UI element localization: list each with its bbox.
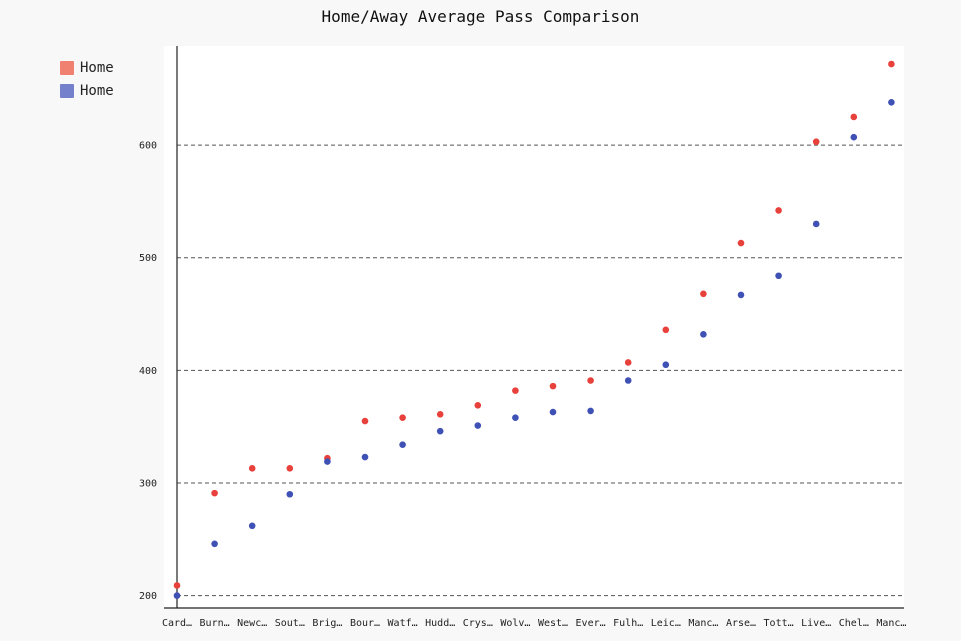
data-point [662,361,670,369]
data-point [211,540,218,548]
data-point [361,453,369,461]
data-point [850,133,858,141]
x-tick-label: Arse… [726,618,756,629]
x-tick-label: Ever… [576,618,606,629]
data-point [211,489,218,497]
data-point [624,359,632,366]
data-point [399,441,406,448]
y-tick-label: 600 [139,141,157,152]
data-point [436,427,444,435]
legend-swatch [60,83,74,98]
grid-lines [177,144,904,597]
data-point [700,290,707,298]
y-tick-label: 400 [139,366,157,377]
x-tick-label: Card… [162,618,192,629]
tick-labels: 200 300 400 500 600 Card… Burn… Newc… Sout… Brig…… [139,141,907,629]
x-tick-label: Live… [801,618,831,629]
x-tick-label: Chel… [839,618,869,629]
x-tick-label: Sout… [275,618,305,629]
legend-item[interactable]: Home [60,79,114,102]
data-point [474,422,482,429]
data-point [286,465,294,472]
data-point [173,592,181,599]
data-points [173,60,895,599]
x-tick-label: Brig… [312,618,342,629]
x-tick-label: Crys… [463,618,493,629]
chart-title: Home/Away Average Pass Comparison [321,7,640,26]
legend-label: Home [80,59,114,76]
data-point [324,458,331,465]
data-point [587,407,594,415]
data-point [173,582,181,589]
x-tick-label: Wolv… [500,618,530,629]
y-tick-label: 300 [139,478,157,489]
data-point [812,220,820,228]
data-point [512,414,519,421]
y-tick-label: 500 [139,253,157,264]
x-tick-label: Watf… [388,618,418,629]
y-tick-label: 200 [139,591,157,602]
x-tick-label: Tott… [764,618,794,629]
data-point [737,239,745,247]
x-tick-label: Bour… [350,618,380,629]
data-point [624,377,632,384]
legend: Home Home [60,56,114,102]
x-tick-label: Hudd… [425,618,455,629]
plot-area [164,46,904,608]
data-point [474,401,482,409]
data-point [888,60,895,68]
data-point [662,326,670,334]
data-point [587,377,594,384]
x-tick-label: Newc… [237,618,267,629]
data-point [737,291,745,299]
data-point [286,490,294,498]
legend-item[interactable]: Home [60,56,114,79]
x-tick-label: Burn… [200,618,230,629]
data-point [775,272,782,280]
axes [164,46,904,609]
legend-label: Home [80,82,114,99]
data-point [812,138,820,146]
x-tick-label: Leic… [651,618,681,629]
data-point [850,113,858,121]
data-point [248,465,256,472]
data-point [399,414,406,421]
data-point [775,207,782,214]
x-tick-label: Manc… [876,618,906,629]
data-point [549,382,557,390]
x-tick-label: Fulh… [613,618,643,629]
data-point [361,417,369,425]
data-point [248,522,256,530]
data-point [888,99,895,106]
x-tick-label: West… [538,618,568,629]
data-point [700,331,707,338]
data-point [436,410,444,418]
x-tick-label: Manc… [688,618,718,629]
legend-swatch [60,60,74,75]
data-point [512,387,519,394]
data-point [549,408,557,416]
